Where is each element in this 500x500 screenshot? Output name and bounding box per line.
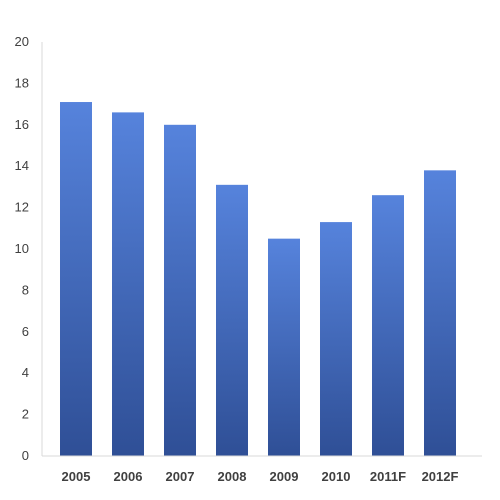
y-tick-label: 6 [22, 324, 29, 339]
bar-2008 [216, 184, 248, 456]
bars [60, 102, 456, 457]
y-axis-ticks: 0 2 4 6 8 10 12 14 16 18 20 [15, 34, 29, 463]
y-tick-label: 10 [15, 241, 29, 256]
y-tick-label: 0 [22, 448, 29, 463]
x-tick-label: 2011F [370, 469, 406, 484]
bar-2011F [372, 195, 404, 456]
x-tick-label: 2009 [270, 469, 299, 484]
bar-2010 [320, 222, 352, 456]
bar-2005 [60, 102, 92, 456]
bar-2006 [112, 112, 144, 456]
y-tick-label: 16 [15, 117, 29, 132]
y-tick-label: 14 [15, 158, 29, 173]
y-tick-label: 20 [15, 34, 29, 49]
y-tick-label: 2 [22, 407, 29, 422]
y-tick-label: 18 [15, 75, 29, 90]
x-axis-labels: 2005 2006 2007 2008 2009 2010 2011F 2012F [62, 469, 459, 484]
bar-2007 [164, 124, 196, 457]
x-tick-label: 2007 [166, 469, 195, 484]
x-tick-label: 2008 [218, 469, 247, 484]
x-tick-label: 2005 [62, 469, 91, 484]
x-tick-label: 2012F [422, 469, 459, 484]
x-tick-label: 2006 [114, 469, 143, 484]
bar-2009 [268, 238, 300, 456]
y-tick-label: 8 [22, 282, 29, 297]
y-tick-label: 4 [22, 365, 29, 380]
bar-2012F [424, 170, 456, 456]
x-tick-label: 2010 [322, 469, 351, 484]
y-tick-label: 12 [15, 200, 29, 215]
